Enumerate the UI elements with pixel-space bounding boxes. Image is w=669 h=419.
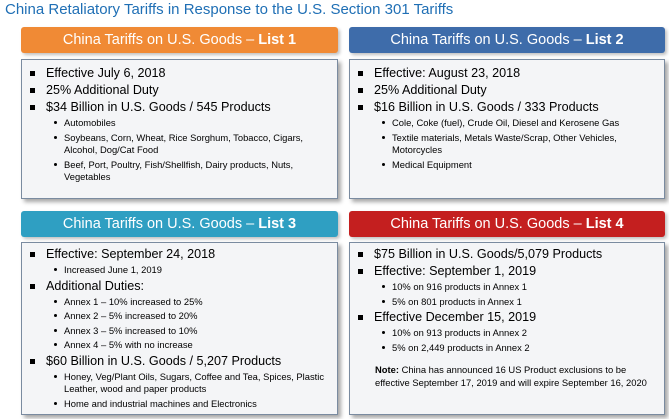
note-body: China has announced 16 US Product exclus… — [375, 364, 647, 388]
list-item: $75 Billion in U.S. Goods/5,079 Products — [350, 247, 664, 262]
sub-list-item: Home and industrial machines and Electro… — [46, 398, 333, 411]
list-item: $34 Billion in U.S. Goods / 545 Products — [22, 100, 337, 115]
list-4-header: China Tariffs on U.S. Goods – List 4 — [349, 211, 665, 237]
header-list-label: List 1 — [258, 32, 297, 48]
list-item: 25% Additional Duty — [350, 83, 664, 98]
header-list-label: List 2 — [585, 32, 624, 48]
sub-list-item: Increased June 1, 2019 — [46, 264, 337, 277]
header-prefix: China Tariffs on U.S. Goods – — [62, 32, 259, 48]
list-2-panel: China Tariffs on U.S. Goods – List 2 Eff… — [349, 27, 665, 199]
sub-list-item: Annex 1 – 10% increased to 25% — [46, 296, 337, 309]
list-2-header: China Tariffs on U.S. Goods – List 2 — [349, 27, 665, 53]
sub-list-item: 5% on 801 products in Annex 1 — [374, 296, 664, 309]
list-item: Additional Duties: — [22, 279, 337, 294]
sub-list-item: Annex 3 – 5% increased to 10% — [46, 325, 337, 338]
header-list-label: List 3 — [258, 216, 297, 232]
sub-list-item: Automobiles — [46, 117, 333, 130]
sub-list-item: Honey, Veg/Plant Oils, Sugars, Coffee an… — [46, 371, 333, 396]
sub-list-item: 10% on 916 products in Annex 1 — [374, 281, 664, 294]
sub-list-item: 10% on 913 products in Annex 2 — [374, 327, 664, 340]
sub-list-item: Annex 4 – 5% with no increase — [46, 339, 337, 352]
sub-list-item: Annex 2 – 5% increased to 20% — [46, 310, 337, 323]
page-title: China Retaliatory Tariffs in Response to… — [5, 1, 454, 18]
sub-list-item: 5% on 2,449 products in Annex 2 — [374, 342, 664, 355]
note-label: Note: — [375, 364, 399, 375]
list-3-box: Effective: September 24, 2018 Increased … — [21, 242, 338, 415]
sub-list-item: Medical Equipment — [374, 159, 660, 172]
list-3-panel: China Tariffs on U.S. Goods – List 3 Eff… — [21, 211, 338, 416]
note-text: Note: China has announced 16 US Product … — [350, 364, 664, 389]
sub-list-item: Cole, Coke (fuel), Crude Oil, Diesel and… — [374, 117, 660, 130]
list-item: $16 Billion in U.S. Goods / 333 Products — [350, 100, 664, 115]
list-item: Effective: August 23, 2018 — [350, 66, 664, 81]
header-prefix: China Tariffs on U.S. Goods – — [62, 216, 259, 232]
list-2-box: Effective: August 23, 2018 25% Additiona… — [349, 59, 665, 199]
header-prefix: China Tariffs on U.S. Goods – — [390, 216, 586, 232]
header-list-label: List 4 — [585, 216, 624, 232]
sub-list-item: Soybeans, Corn, Wheat, Rice Sorghum, Tob… — [46, 132, 333, 157]
list-1-header: China Tariffs on U.S. Goods – List 1 — [21, 27, 338, 53]
list-item: Effective December 15, 2019 — [350, 310, 664, 325]
list-1-box: Effective July 6, 2018 25% Additional Du… — [21, 59, 338, 199]
list-4-box: $75 Billion in U.S. Goods/5,079 Products… — [349, 242, 665, 415]
list-1-panel: China Tariffs on U.S. Goods – List 1 Eff… — [21, 27, 338, 199]
list-item: Effective: September 24, 2018 — [22, 247, 337, 262]
list-item: 25% Additional Duty — [22, 83, 337, 98]
sub-list-item: Beef, Port, Poultry, Fish/Shellfish, Dai… — [46, 159, 333, 184]
sub-list-item: Textile materials, Metals Waste/Scrap, O… — [374, 132, 660, 157]
list-item: Effective July 6, 2018 — [22, 66, 337, 81]
list-item: Effective: September 1, 2019 — [350, 264, 664, 279]
list-item: $60 Billion in U.S. Goods / 5,207 Produc… — [22, 354, 337, 369]
list-4-panel: China Tariffs on U.S. Goods – List 4 $75… — [349, 211, 665, 416]
list-3-header: China Tariffs on U.S. Goods – List 3 — [21, 211, 338, 237]
list-item-label: $34 Billion in U.S. Goods / 545 Products — [46, 100, 271, 114]
header-prefix: China Tariffs on U.S. Goods – — [390, 32, 586, 48]
